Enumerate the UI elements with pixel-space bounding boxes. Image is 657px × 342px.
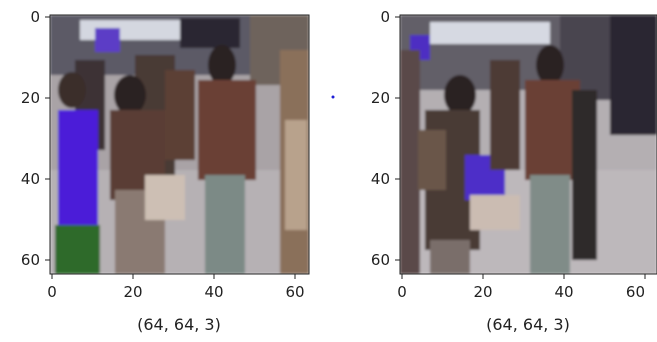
right-y-tick-label: 60 — [371, 251, 390, 269]
right-x-tick-label: 20 — [473, 283, 492, 301]
left-caption: (64, 64, 3) — [137, 315, 221, 334]
left-x-tick-label: 60 — [285, 283, 304, 301]
left-x-ticks — [51, 274, 296, 279]
left-x-tick-label: 20 — [123, 283, 142, 301]
right-x-tick-label: 0 — [397, 283, 407, 301]
right-axes-frame — [399, 14, 657, 275]
left-y-ticks — [45, 16, 50, 261]
right-panel: 0 20 40 60 0 20 40 60 (64, 64, 3) — [371, 8, 657, 334]
right-y-tick-label: 20 — [371, 89, 390, 107]
left-x-tick-label: 0 — [47, 283, 57, 301]
left-image — [50, 15, 309, 274]
left-x-tick-label: 40 — [204, 283, 223, 301]
left-y-tick-label: 20 — [21, 89, 40, 107]
left-y-tick-label: 0 — [30, 8, 40, 26]
right-y-ticks — [395, 16, 400, 261]
left-axes-frame — [49, 14, 310, 275]
right-y-tick-label: 0 — [380, 8, 390, 26]
left-y-tick-label: 60 — [21, 251, 40, 269]
marker-dot — [331, 95, 335, 99]
right-x-tick-label: 60 — [626, 283, 645, 301]
right-caption: (64, 64, 3) — [486, 315, 570, 334]
right-x-ticks — [401, 274, 646, 279]
right-image — [400, 15, 657, 274]
left-panel: 0 20 40 60 0 20 40 60 (64, 64, 3) — [21, 8, 310, 334]
right-x-tick-label: 40 — [554, 283, 573, 301]
right-y-tick-label: 40 — [371, 170, 390, 188]
left-y-tick-label: 40 — [21, 170, 40, 188]
